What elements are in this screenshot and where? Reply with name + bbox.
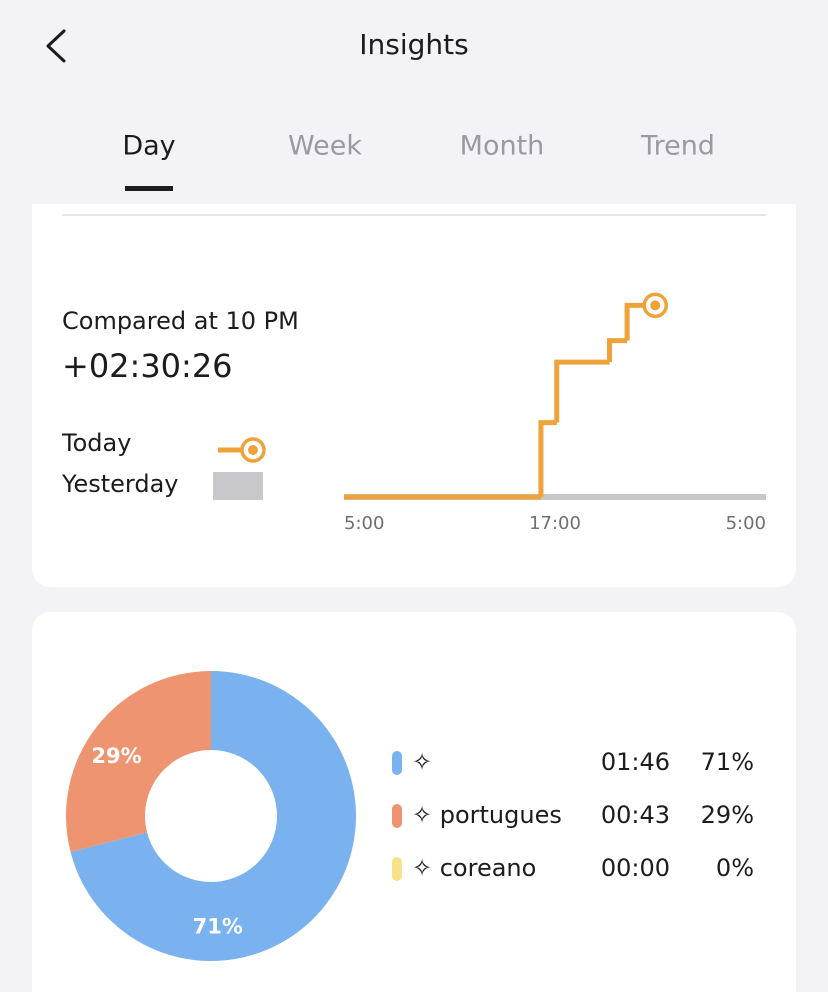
legend-label: ✧ portugues: [412, 801, 562, 829]
usage-card: [32, 204, 796, 587]
comparison-value: +02:30:26: [62, 347, 233, 385]
tab-indicator: [125, 186, 173, 191]
legend-label: Yesterday: [61, 470, 179, 498]
legend-time: 00:00: [601, 854, 670, 882]
legend-swatch: [213, 472, 263, 500]
legend-dot: [392, 751, 402, 775]
slice-label: 71%: [193, 914, 243, 938]
x-tick-label: 5:00: [726, 513, 766, 534]
legend-swatch: [248, 445, 258, 455]
legend-percent: 0%: [716, 854, 754, 882]
pie-chart: 71% ✧ 01:46 71% 29% ✧ portugues 00:43 29% ✧ core…: [66, 671, 754, 962]
tab[interactable]: Month: [460, 131, 545, 162]
legend-label: ✧ coreano: [412, 854, 536, 882]
line-step: [607, 338, 628, 363]
legend-percent: 29%: [701, 801, 754, 829]
tab[interactable]: Week: [288, 131, 362, 162]
legend-label: Today: [61, 429, 131, 457]
pie-slice: [70, 671, 356, 962]
tab[interactable]: Day: [122, 131, 175, 162]
legend-dot: [392, 857, 402, 881]
legend-dot: [392, 804, 402, 828]
page-title: Insights: [359, 28, 468, 61]
tab[interactable]: Trend: [640, 131, 715, 162]
back-button[interactable]: [46, 29, 66, 63]
slice-label: 29%: [91, 744, 141, 768]
line-step: [538, 420, 557, 497]
usage-card-top: [32, 204, 796, 234]
x-tick-label: 5:00: [344, 513, 384, 534]
legend-time: 00:43: [601, 801, 670, 829]
legend-time: 01:46: [601, 748, 670, 776]
end-marker-dot: [650, 300, 661, 311]
line-chart: 5:00 17:00 5:00 Today Yesterday: [61, 292, 766, 534]
comparison-label: Compared at 10 PM: [62, 307, 299, 335]
legend-label: ✧: [412, 748, 432, 776]
legend-percent: 71%: [701, 748, 754, 776]
x-tick-label: 17:00: [529, 513, 581, 534]
pie-slice: [66, 671, 212, 853]
line-step: [554, 359, 610, 423]
tab-bar: Day Week Month Trend: [122, 131, 715, 191]
